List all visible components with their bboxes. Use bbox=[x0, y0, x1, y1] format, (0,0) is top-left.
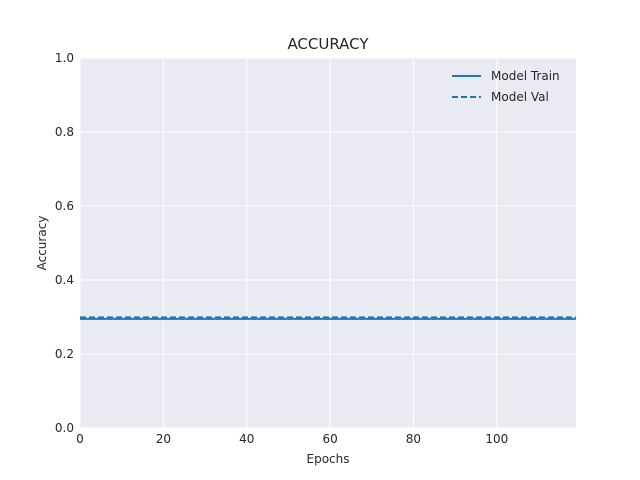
legend-label: Model Train bbox=[491, 69, 560, 83]
series-group bbox=[80, 316, 576, 320]
y-tick-label: 0.4 bbox=[55, 273, 74, 287]
legend: Model Train Model Val bbox=[452, 69, 560, 104]
y-tick-label: 0.0 bbox=[55, 421, 74, 435]
chart-title: ACCURACY bbox=[287, 35, 369, 53]
y-tick-label: 0.2 bbox=[55, 347, 74, 361]
x-tick-label: 80 bbox=[406, 432, 421, 446]
x-tick-label: 100 bbox=[485, 432, 508, 446]
x-tick-label: 0 bbox=[76, 432, 84, 446]
x-tick-label: 60 bbox=[322, 432, 337, 446]
x-tick-label: 40 bbox=[239, 432, 254, 446]
y-tick-label: 0.6 bbox=[55, 199, 74, 213]
y-axis-label: Accuracy bbox=[35, 216, 49, 271]
y-tick-label: 1.0 bbox=[55, 51, 74, 65]
plot-area bbox=[80, 58, 576, 428]
y-tick-label: 0.8 bbox=[55, 125, 74, 139]
grid-lines bbox=[79, 57, 576, 429]
x-axis-label: Epochs bbox=[307, 452, 350, 466]
legend-label: Model Val bbox=[491, 90, 549, 104]
x-tick-labels: 0 20 40 60 80 100 bbox=[76, 432, 508, 446]
y-tick-labels: 0.0 0.2 0.4 0.6 0.8 1.0 bbox=[55, 51, 74, 435]
x-tick-label: 20 bbox=[156, 432, 171, 446]
